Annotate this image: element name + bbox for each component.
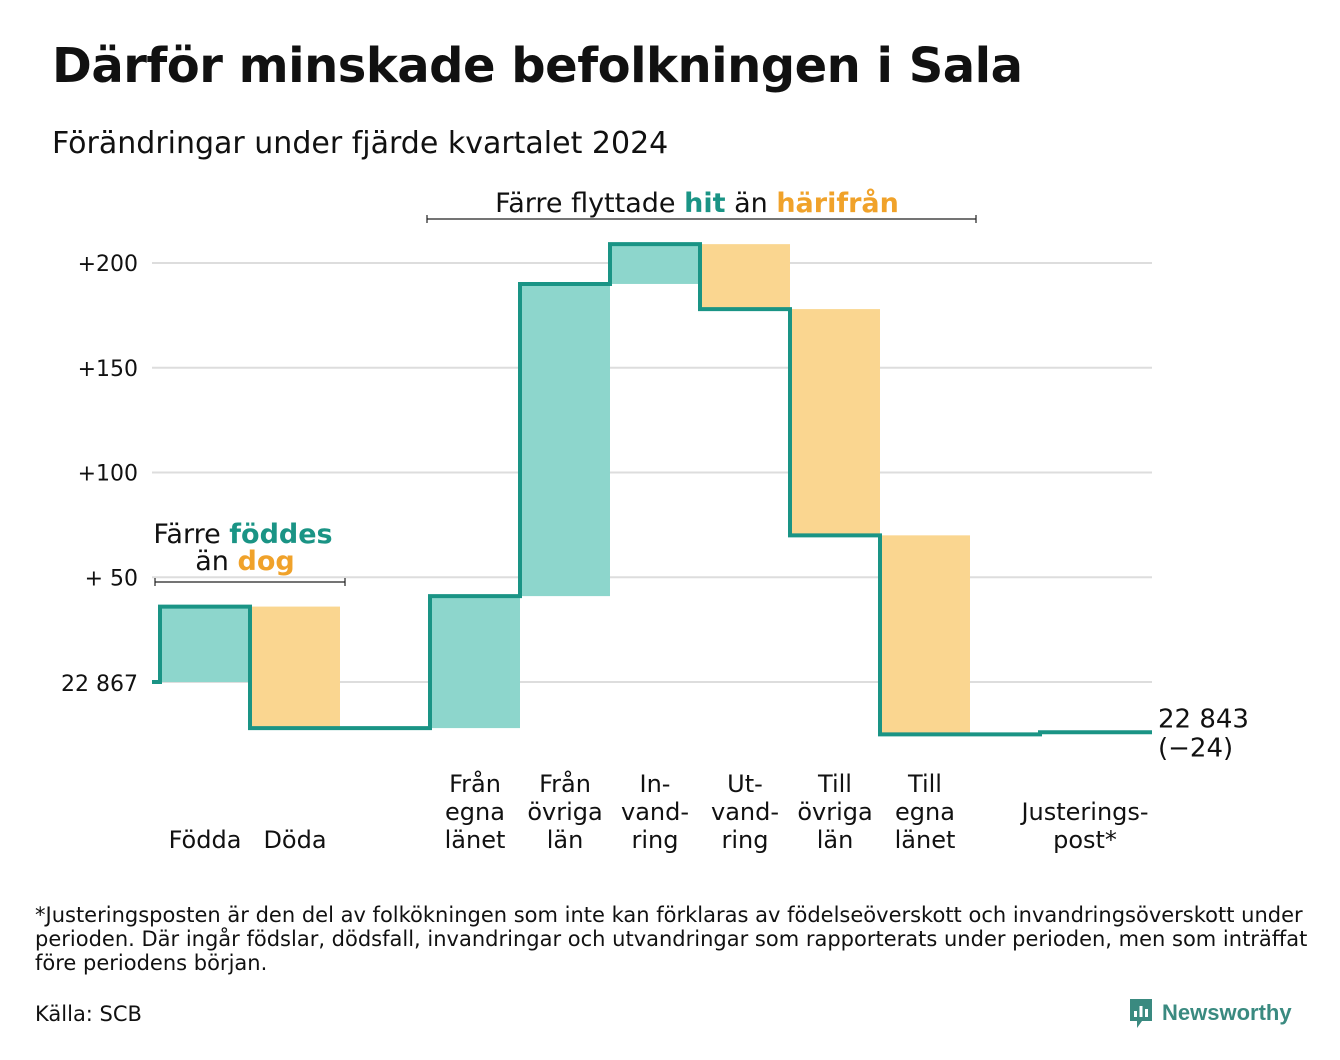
brand-logo: Newsworthy: [1128, 996, 1292, 1030]
category-label: Till: [817, 770, 852, 798]
y-tick-label: +150: [78, 357, 138, 382]
y-tick-label: +100: [78, 462, 138, 487]
category-label: vand-: [711, 798, 779, 826]
source-label: Källa: SCB: [35, 1002, 142, 1026]
category-label: post*: [1053, 826, 1117, 854]
category-label: län: [817, 826, 854, 854]
y-tick-label: + 50: [85, 566, 138, 591]
category-label: övriga: [797, 798, 872, 826]
bar-in: [430, 596, 520, 729]
annotation-text: än: [726, 188, 777, 219]
brand-name: Newsworthy: [1162, 1000, 1292, 1025]
annotation-highlight-born: föddes: [229, 519, 332, 550]
category-label: Födda: [169, 826, 242, 854]
bar-in: [520, 283, 610, 597]
footnote: *Justeringsposten är den del av folkökni…: [35, 903, 1308, 975]
category-label: länet: [895, 826, 956, 854]
bar-out: [790, 309, 880, 536]
annotation-text: än: [195, 546, 237, 577]
bar-in: [610, 244, 700, 284]
bar-out: [250, 606, 340, 729]
annotation-text: Färre flyttade: [495, 188, 684, 219]
baseline-label: 22 867: [61, 672, 138, 697]
bar-out: [880, 535, 970, 735]
annotation-highlight-moved-in: hit: [684, 188, 725, 219]
y-tick-label: +200: [78, 252, 138, 277]
category-label: övriga: [527, 798, 602, 826]
births-annotation-line2: än dog: [195, 546, 294, 577]
category-label: Från: [539, 769, 591, 798]
category-label: Till: [907, 770, 942, 798]
category-label: vand-: [621, 798, 689, 826]
births-annotation-line1: Färre föddes: [153, 519, 332, 550]
category-label: län: [547, 826, 584, 854]
category-label: ring: [632, 826, 679, 854]
page-subtitle: Förändringar under fjärde kvartalet 2024: [52, 126, 669, 161]
category-label: Från: [449, 769, 501, 798]
page-title: Därför minskade befolkningen i Sala: [52, 38, 1023, 94]
category-label: Döda: [263, 826, 326, 854]
newsworthy-logo-icon: [1130, 999, 1152, 1028]
end-change-label: (−24): [1158, 733, 1233, 763]
migration-annotation: Färre flyttade hit än härifrån: [495, 187, 899, 219]
level-line: [152, 242, 1152, 737]
category-label: Ut-: [727, 770, 763, 798]
category-label: In-: [640, 770, 671, 798]
category-label: egna: [445, 798, 505, 826]
category-label: egna: [895, 798, 955, 826]
category-label: ring: [722, 826, 769, 854]
category-label: Justerings-: [1019, 798, 1148, 826]
annotation-highlight-moved-out: härifrån: [776, 187, 899, 219]
end-value-label: 22 843: [1158, 704, 1249, 734]
annotation-highlight-died: dog: [238, 546, 295, 577]
category-label: länet: [445, 826, 506, 854]
bar-in: [160, 606, 250, 682]
bar-out: [700, 244, 790, 310]
annotation-text: Färre: [153, 519, 229, 550]
